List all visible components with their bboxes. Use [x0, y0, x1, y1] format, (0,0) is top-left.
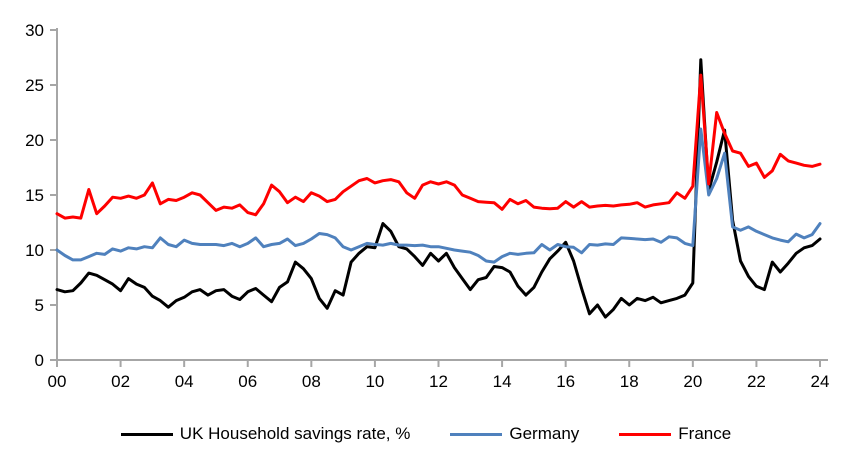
x-tick-label: 06: [238, 372, 257, 391]
legend-item-uk: UK Household savings rate, %: [120, 424, 411, 444]
line-france: [55, 73, 822, 220]
x-tick-label: 18: [620, 372, 639, 391]
chart-legend: UK Household savings rate, % Germany Fra…: [0, 424, 852, 444]
x-tick-label: 22: [747, 372, 766, 391]
legend-label-france: France: [678, 424, 732, 443]
x-tick-label: 20: [683, 372, 702, 391]
y-tick-label: 20: [25, 131, 44, 150]
y-tick-label: 10: [25, 241, 44, 260]
x-tick-label: 14: [493, 372, 512, 391]
x-tick-label: 10: [365, 372, 384, 391]
chart-plot-area: 0 5 10 15 20 25 30 00 02 04 06 08 10 12 14 16 18 20 22 24: [25, 21, 830, 391]
legend-item-germany: Germany: [450, 424, 579, 444]
x-tick-label: 04: [175, 372, 194, 391]
y-tick-label: 15: [25, 186, 44, 205]
france-line-swatch: [619, 432, 672, 436]
line-germany: [55, 127, 822, 264]
legend-item-france: France: [619, 424, 731, 444]
legend-label-germany: Germany: [509, 424, 580, 443]
y-tick-label: 30: [25, 21, 44, 40]
germany-line-swatch: [450, 432, 503, 436]
y-tick-label: 0: [35, 351, 44, 370]
y-tick-label: 5: [35, 296, 44, 315]
x-tick-label: 02: [111, 372, 130, 391]
line-uk: [55, 58, 822, 319]
x-tick-label: 16: [556, 372, 575, 391]
y-tick-label: 25: [25, 76, 44, 95]
x-tick-label: 24: [811, 372, 830, 391]
legend-label-uk: UK Household savings rate, %: [179, 424, 411, 443]
x-tick-label: 00: [48, 372, 67, 391]
x-tick-label: 12: [429, 372, 448, 391]
x-tick-label: 08: [302, 372, 321, 391]
uk-line-swatch: [120, 432, 173, 436]
